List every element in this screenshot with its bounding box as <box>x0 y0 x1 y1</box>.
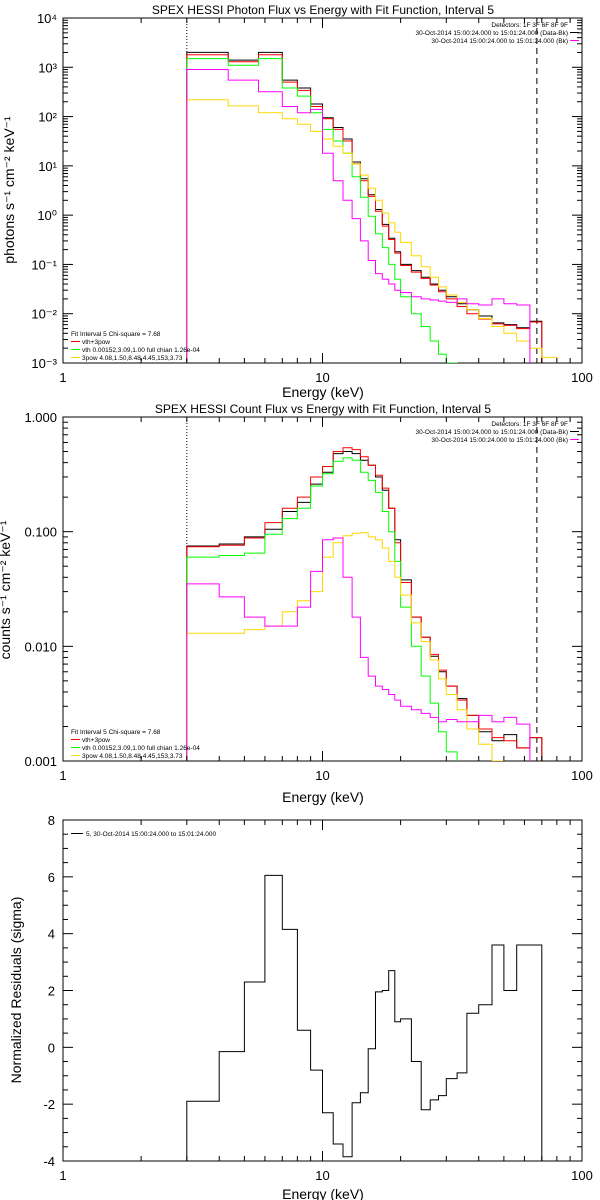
photon-y-tick-label: 10¹ <box>38 159 57 174</box>
photon-legend-entry: 30-Oct-2014 15:00:24.000 to 15:01:24.000… <box>416 30 569 37</box>
photon-x-tick-label: 10 <box>315 370 329 385</box>
count-legend-bottom-left: Fit Interval 5 Chi-square = 7.68vth+3pow… <box>71 729 200 760</box>
residuals-x-tick-label: 1 <box>59 1168 66 1183</box>
count-y-axis-label: counts s⁻¹ cm⁻² keV⁻¹ <box>0 520 13 659</box>
photon-plot-frame <box>62 17 583 364</box>
photon-x-axis-label: Energy (keV) <box>282 384 364 400</box>
residuals-axes: 1 10 100 -4 -2 0 2 4 6 8 <box>43 813 592 1183</box>
residuals-series-layer <box>186 874 543 1161</box>
photon-y-tick-label: 10⁻¹ <box>31 257 57 272</box>
photon-y-tick-label: 10⁰ <box>37 208 57 223</box>
photon-y-tick-label: 10³ <box>38 60 57 75</box>
count-legend-entry: 3pow 4.08,1.50,8.48,4.45,153,3.73 <box>82 753 183 760</box>
photon-series-vth-3pow <box>186 54 543 363</box>
count-y-tick-label: 0.001 <box>24 754 57 769</box>
count-legend-entry: 30-Oct-2014 15:00:24.000 to 15:01:24.000… <box>431 437 568 444</box>
count-series-data-bk <box>186 451 543 761</box>
residuals-y-tick-label: 0 <box>48 1040 55 1055</box>
count-series-3pow <box>186 532 505 761</box>
residuals-legend-entry: 5, 30-Oct-2014 15:00:24.000 to 15:01:24.… <box>86 831 216 838</box>
count-y-tick-label: 1.000 <box>24 410 57 425</box>
residuals-y-tick-label: 4 <box>48 927 55 942</box>
photon-series-bk <box>186 69 531 363</box>
count-x-tick-label: 100 <box>571 768 593 783</box>
residuals-x-tick-label: 10 <box>315 1168 329 1183</box>
residuals-panel: 1 10 100 -4 -2 0 2 4 6 8 Energy (keV) Normalized … <box>8 813 593 1200</box>
photon-flux-panel: SPEX HESSI Photon Flux vs Energy with Fi… <box>1 3 593 400</box>
count-y-tick-label: 0.100 <box>24 525 57 540</box>
residuals-y-tick-label: 6 <box>48 870 55 885</box>
photon-x-tick-label: 100 <box>571 370 593 385</box>
count-legend-entry: Fit Interval 5 Chi-square = 7.68 <box>71 729 161 736</box>
count-legend-entry: Detectors: 1F 3F 6F 8F 9F <box>491 421 568 428</box>
count-series-bk <box>186 537 531 761</box>
count-axes: 1 10 100 0.001 0.010 0.100 1.000 <box>24 410 592 783</box>
photon-x-tick-label: 1 <box>59 370 66 385</box>
photon-y-axis-label: photons s⁻¹ cm⁻² keV⁻¹ <box>1 116 17 264</box>
residuals-y-tick-label: -2 <box>43 1097 55 1112</box>
photon-series-data-bk <box>186 51 543 363</box>
count-chart-title: SPEX HESSI Count Flux vs Energy with Fit… <box>155 402 491 416</box>
residuals-x-tick-label: 100 <box>571 1168 593 1183</box>
photon-y-tick-label: 10⁻³ <box>31 356 57 371</box>
residuals-y-tick-label: 2 <box>48 984 55 999</box>
residuals-series-residuals <box>186 874 543 1161</box>
count-y-tick-label: 0.010 <box>24 639 57 654</box>
photon-legend-entry: Fit Interval 5 Chi-square = 7.68 <box>71 331 161 338</box>
photon-legend-entry: 30-Oct-2014 15:00:24.000 to 15:01:24.000… <box>431 38 568 45</box>
photon-series-3pow <box>186 99 558 363</box>
photon-y-tick-label: 10⁻² <box>31 307 57 322</box>
photon-y-tick-label: 10⁴ <box>37 11 57 26</box>
count-series-vth <box>186 457 458 761</box>
count-series-layer <box>186 417 543 761</box>
count-legend-entry: 30-Oct-2014 15:00:24.000 to 15:01:24.000… <box>416 429 569 436</box>
residuals-y-axis-label: Normalized Residuals (sigma) <box>8 897 24 1084</box>
photon-legend-entry: vth 0.00152,3.09,1.00 full chian 1.26e-0… <box>82 347 200 354</box>
photon-axes: 1 10 100 10⁻³ 10⁻² 10⁻¹ 10⁰ 10¹ 10² 10³ 10⁴ <box>31 11 593 385</box>
count-legend-entry: vth 0.00152,3.09,1.00 full chian 1.26e-0… <box>82 745 200 752</box>
residuals-legend: 5, 30-Oct-2014 15:00:24.000 to 15:01:24.… <box>71 831 216 838</box>
photon-series-vth <box>186 58 458 363</box>
photon-y-tick-label: 10² <box>38 110 57 125</box>
photon-legend-entry: 3pow 4.08,1.50,8.48,4.45,153,3.73 <box>82 355 183 362</box>
residuals-y-tick-label: 8 <box>48 813 55 828</box>
photon-legend-bottom-left: Fit Interval 5 Chi-square = 7.68vth+3pow… <box>71 331 200 362</box>
count-x-tick-label: 10 <box>315 768 329 783</box>
count-series-vth-3pow <box>186 447 543 761</box>
photon-series-layer <box>186 18 558 363</box>
residuals-x-axis-label: Energy (keV) <box>282 1186 364 1200</box>
residuals-y-tick-label: -4 <box>43 1154 55 1169</box>
photon-chart-title: SPEX HESSI Photon Flux vs Energy with Fi… <box>152 3 494 17</box>
count-legend-entry: vth+3pow <box>82 737 110 744</box>
count-x-axis-label: Energy (keV) <box>282 789 364 805</box>
photon-legend-entry: Detectors: 1F 3F 6F 8F 9F <box>491 22 568 29</box>
count-x-tick-label: 1 <box>59 768 66 783</box>
count-flux-panel: SPEX HESSI Count Flux vs Energy with Fit… <box>0 402 593 805</box>
photon-legend-entry: vth+3pow <box>82 339 110 346</box>
